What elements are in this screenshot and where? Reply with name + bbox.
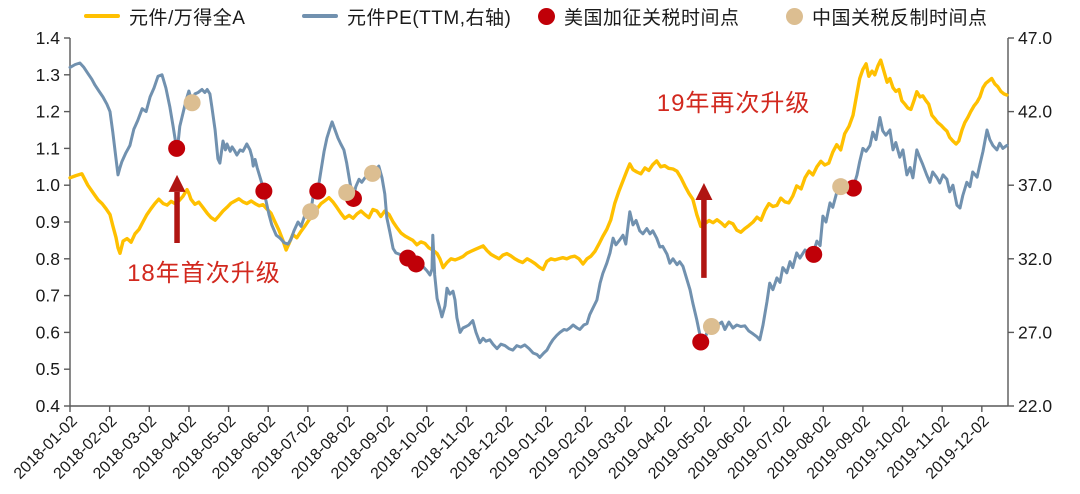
us-tariff-dot: [255, 182, 273, 200]
series-lines: [68, 58, 1009, 359]
left-axis-tick-label: 0.8: [36, 249, 60, 269]
left-axis-tick-label: 1.0: [36, 175, 61, 195]
legend-item-us-tariff: 美国加征关税时间点: [538, 3, 740, 29]
right-axis-tick-label: 22.0: [1018, 396, 1052, 416]
left-axis-tick-label: 0.4: [36, 396, 61, 416]
us-tariff-dot: [805, 245, 823, 263]
right-axis-tick-label: 32.0: [1018, 249, 1052, 269]
right-axis-tick-label: 27.0: [1018, 322, 1052, 342]
china-tariff-dot: [702, 318, 720, 336]
legend-label: 美国加征关税时间点: [564, 7, 740, 29]
left-axis-tick-label: 0.9: [36, 212, 60, 232]
us-tariff-dot: [692, 333, 710, 351]
red-dot-swatch: [538, 7, 555, 25]
legend-label: 元件/万得全A: [129, 7, 246, 29]
legend-item-pe: 元件PE(TTM,右轴): [302, 3, 511, 29]
legend-item-china-tariff: 中国关税反制时间点: [786, 3, 988, 29]
annotation-2018: 18年首次升级: [127, 260, 281, 287]
right-axis-tick-label: 47.0: [1018, 28, 1052, 48]
yellow-line-swatch: [84, 14, 120, 18]
left-axis-tick-label: 1.1: [36, 138, 60, 158]
annotation-2019: 19年再次升级: [657, 90, 811, 117]
legend-item-ratio: 元件/万得全A: [84, 3, 245, 29]
tan-dot-swatch: [786, 7, 803, 25]
left-axis-tick-label: 1.4: [36, 28, 61, 48]
blue-line-swatch: [302, 14, 338, 18]
us-tariff-dot: [844, 179, 862, 197]
china-tariff-dot: [302, 203, 320, 221]
left-axis-tick-label: 1.3: [36, 65, 60, 85]
escalation-arrow-head: [168, 174, 186, 192]
left-axis-tick-label: 0.5: [36, 359, 60, 379]
us-tariff-dot: [407, 255, 425, 273]
pe-line: [68, 61, 1009, 359]
us-tariff-dot: [309, 182, 327, 200]
right-axis-tick-label: 37.0: [1018, 175, 1052, 195]
left-axis-tick-label: 0.7: [36, 286, 60, 306]
china-tariff-dot: [832, 178, 850, 196]
us-tariff-dot: [168, 139, 186, 157]
event-dots: [168, 94, 862, 351]
china-tariff-dot: [183, 94, 201, 112]
left-axis-tick-label: 0.6: [36, 322, 60, 342]
escalation-arrow-head: [695, 182, 713, 200]
legend-label: 中国关税反制时间点: [812, 7, 988, 29]
china-tariff-dot: [363, 164, 381, 182]
legend-label: 元件PE(TTM,右轴): [347, 7, 512, 29]
left-axis-tick-label: 1.2: [36, 102, 60, 122]
ratio-line: [68, 58, 1009, 272]
annotations: 18年首次升级 19年再次升级: [127, 90, 811, 287]
china-tariff-dot: [338, 184, 356, 202]
right-axis-tick-label: 42.0: [1018, 102, 1052, 122]
